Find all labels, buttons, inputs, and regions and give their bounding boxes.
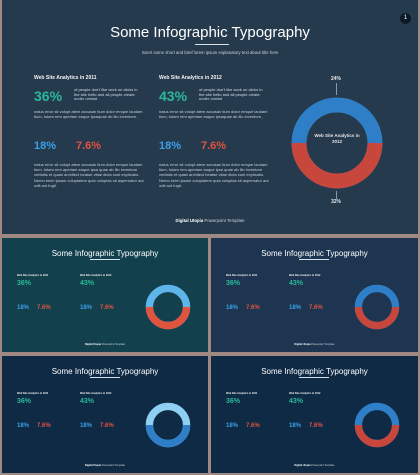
thumb-donut-red	[354, 306, 400, 330]
thumb-right-stat-a: 18%	[289, 305, 302, 311]
thumb-footer: Digital Utopia Powerpoint Template	[2, 464, 208, 467]
right-paragraph-2: natus error sit volupt atem accusan tium…	[159, 162, 269, 188]
thumb-right-heading: Web Site Analytics in 2012	[289, 392, 321, 395]
thumb-donut-chart	[145, 402, 191, 448]
thumb-footer: Digital Utopia Powerpoint Template	[211, 464, 418, 467]
thumb-title: Some Infographic Typography	[261, 249, 368, 258]
left-stat-b: 7.6%	[76, 140, 102, 152]
thumbnail-slide-teal[interactable]: Some Infographic Typography Web Site Ana…	[2, 238, 208, 352]
thumb-right-percent: 43%	[289, 280, 304, 287]
title-underline	[195, 44, 229, 45]
thumb-footer-text: Powerpoint Template	[101, 464, 126, 467]
thumb-right-heading: Web Site Analytics in 2012	[80, 274, 112, 277]
thumb-left-stat-b: 7.6%	[246, 305, 260, 311]
left-big-percent: 36%	[34, 88, 63, 104]
thumb-left-heading: Web Site Analytics in 2011	[17, 274, 49, 277]
thumb-left-stat-a: 18%	[226, 423, 239, 429]
slide-footer: Digital Utopia Powerpoint Template	[2, 218, 418, 223]
thumb-footer-text: Powerpoint Template	[311, 343, 335, 346]
right-stat-b: 7.6%	[201, 140, 227, 152]
thumbnail-slide-dark-light-donut[interactable]: Some Infographic Typography Web Site Ana…	[2, 356, 208, 473]
thumb-title-underline	[299, 377, 329, 378]
thumb-donut-chart	[145, 284, 191, 330]
thumb-title-underline	[90, 259, 120, 260]
right-heading: Web Site Analytics in 2012	[159, 75, 222, 81]
left-stat-a: 18%	[34, 140, 57, 152]
thumb-left-percent: 36%	[226, 398, 241, 405]
thumb-title-underline	[90, 377, 120, 378]
thumb-donut-red	[145, 424, 191, 448]
thumb-footer-brand: Digital Utopia	[294, 464, 311, 467]
left-heading: Web Site Analytics in 2011	[34, 75, 97, 81]
thumbnail-slide-dark-red-donut[interactable]: Some Infographic Typography Web Site Ana…	[211, 356, 418, 473]
right-stat-a: 18%	[159, 140, 182, 152]
thumb-left-percent: 36%	[17, 398, 32, 405]
thumb-right-stat-b: 7.6%	[100, 305, 114, 311]
right-paragraph-1: natus error sit volupt atem accusan tium…	[159, 109, 268, 120]
left-percent-note: of people don't like work on clicks in t…	[74, 87, 138, 102]
thumb-right-stat-b: 7.6%	[309, 305, 323, 311]
left-paragraph-1: natus error sit volupt atem accusan tium…	[34, 109, 143, 120]
right-percent-note: of people don't like work on clicks in t…	[199, 87, 263, 102]
thumb-footer: Digital Utopia Powerpoint Template	[211, 343, 418, 346]
thumb-footer-brand: Digital Utopia	[84, 464, 102, 467]
thumb-footer-text: Powerpoint Template	[101, 343, 126, 346]
thumb-right-stat-a: 18%	[289, 423, 302, 429]
thumb-donut-red	[354, 424, 400, 448]
thumb-left-stat-b: 7.6%	[37, 305, 51, 311]
main-slide[interactable]: Some Infographic Typography Insert some …	[2, 0, 418, 234]
thumb-right-percent: 43%	[289, 398, 304, 405]
donut-center-label: Web Site Analytics in 2012	[314, 133, 360, 144]
thumb-right-heading: Web Site Analytics in 2012	[80, 392, 112, 395]
footer-text: Powerpoint Template	[204, 218, 245, 223]
right-big-percent: 43%	[159, 88, 188, 104]
thumb-title: Some Infographic Typography	[51, 367, 159, 376]
thumb-left-stat-b: 7.6%	[246, 423, 260, 429]
donut-top-tick	[336, 83, 337, 95]
left-paragraph-2: natus error sit volupt atem accusan tium…	[34, 162, 144, 188]
donut-segment-red	[291, 142, 383, 189]
slide-subtitle: Insert some short and brief lorem ipsum …	[141, 50, 279, 55]
thumb-left-heading: Web Site Analytics in 2011	[226, 392, 258, 395]
footer-brand: Digital Utopia	[175, 218, 204, 223]
thumb-left-stat-a: 18%	[17, 423, 30, 429]
thumb-left-stat-b: 7.6%	[37, 423, 51, 429]
thumb-footer: Digital Utopia Powerpoint Template	[2, 343, 208, 346]
thumb-title-underline	[299, 259, 329, 260]
thumbnail-slide-navy[interactable]: Some Infographic Typography Web Site Ana…	[211, 238, 418, 352]
thumb-donut-red	[145, 306, 191, 330]
thumb-donut-chart	[354, 284, 400, 330]
thumb-right-stat-a: 18%	[80, 423, 93, 429]
thumb-right-percent: 43%	[80, 398, 95, 405]
thumb-footer-brand: Digital Utopia	[294, 343, 311, 346]
slide-title: Some Infographic Typography	[110, 24, 310, 41]
donut-bottom-tick	[336, 191, 337, 199]
donut-bottom-label: 32%	[330, 199, 341, 205]
thumb-title: Some Infographic Typography	[51, 249, 159, 258]
thumb-right-stat-b: 7.6%	[100, 423, 114, 429]
thumb-right-stat-b: 7.6%	[309, 423, 323, 429]
thumb-right-heading: Web Site Analytics in 2012	[289, 274, 321, 277]
thumb-left-percent: 36%	[17, 280, 32, 287]
thumb-footer-text: Powerpoint Template	[311, 464, 335, 467]
thumb-footer-brand: Digital Utopia	[84, 343, 102, 346]
thumb-donut-chart	[354, 402, 400, 448]
thumb-right-percent: 43%	[80, 280, 95, 287]
donut-top-label: 24%	[330, 76, 341, 82]
page-number-badge: 1	[400, 13, 411, 24]
donut-chart	[291, 97, 383, 189]
thumb-left-stat-a: 18%	[17, 305, 30, 311]
thumb-left-percent: 36%	[226, 280, 241, 287]
thumb-right-stat-a: 18%	[80, 305, 93, 311]
thumb-title: Some Infographic Typography	[261, 367, 368, 376]
thumb-left-heading: Web Site Analytics in 2011	[226, 274, 258, 277]
thumb-left-heading: Web Site Analytics in 2011	[17, 392, 49, 395]
thumb-left-stat-a: 18%	[226, 305, 239, 311]
